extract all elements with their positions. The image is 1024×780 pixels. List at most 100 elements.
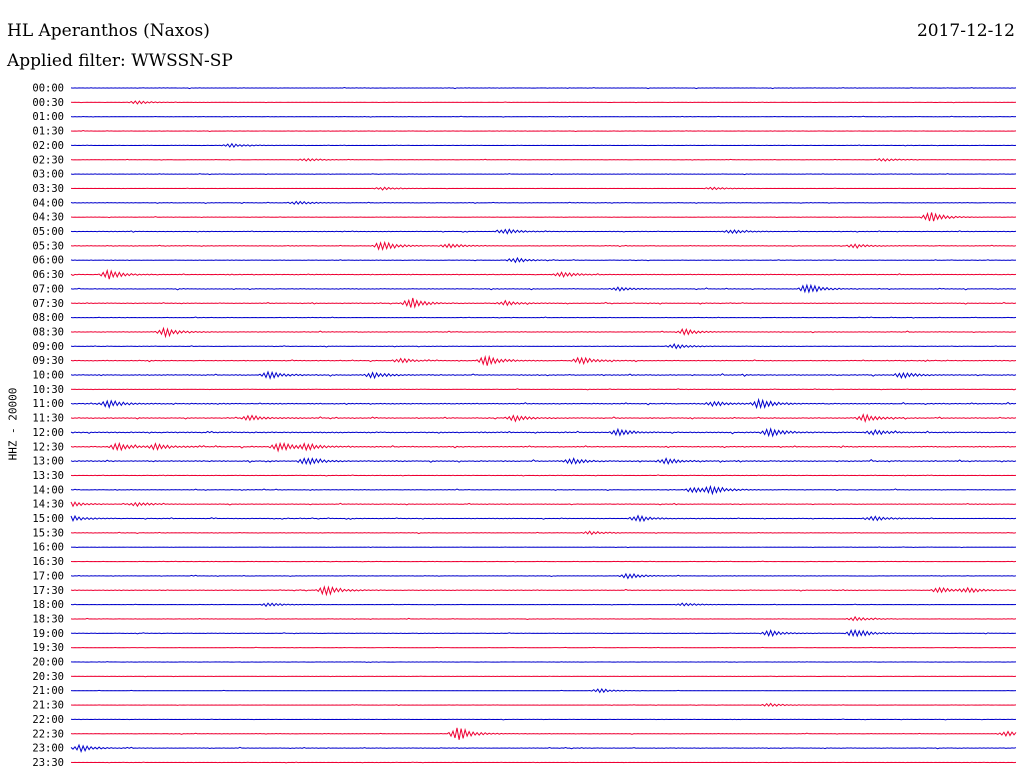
trace-2200	[70, 718, 1017, 721]
time-tick-label: 03:30	[32, 183, 64, 195]
station-title: HL Aperanthos (Naxos)	[7, 21, 210, 41]
time-tick-label: 11:30	[32, 413, 64, 425]
trace-1500	[70, 514, 1017, 523]
trace-2300	[70, 743, 1017, 754]
time-tick-label: 14:30	[32, 499, 64, 511]
trace-0500	[70, 228, 1017, 235]
trace-0430	[70, 211, 1017, 222]
trace-2100	[70, 688, 1017, 694]
time-tick-label: 00:00	[32, 83, 64, 95]
time-tick-label: 20:30	[32, 671, 64, 683]
time-tick-label: 23:00	[32, 743, 64, 755]
date-label: 2017-12-12	[916, 21, 1015, 41]
time-tick-label: 01:00	[32, 111, 64, 123]
time-tick-label: 09:30	[32, 355, 64, 367]
trace-0130	[70, 130, 1017, 133]
trace-1300	[70, 457, 1017, 466]
time-tick-label: 02:30	[32, 154, 64, 166]
time-tick-label: 07:30	[32, 298, 64, 310]
trace-1630	[70, 560, 1017, 563]
time-tick-label: 18:00	[32, 599, 64, 611]
trace-1530	[70, 530, 1017, 536]
trace-1830	[70, 615, 1017, 622]
trace-0700	[70, 283, 1017, 294]
trace-1400	[70, 484, 1017, 496]
time-tick-label: 15:30	[32, 527, 64, 539]
time-tick-label: 16:00	[32, 542, 64, 554]
time-tick-label: 05:30	[32, 240, 64, 252]
trace-0800	[70, 316, 1017, 319]
time-tick-label: 22:30	[32, 728, 64, 740]
time-tick-label: 08:00	[32, 312, 64, 324]
time-tick-label: 18:30	[32, 613, 64, 625]
time-tick-label: 17:00	[32, 570, 64, 582]
trace-0200	[70, 142, 1017, 149]
time-tick-label: 10:00	[32, 370, 64, 382]
trace-1230	[70, 441, 1017, 453]
trace-0530	[70, 240, 1017, 252]
time-tick-label: 08:30	[32, 326, 64, 338]
trace-0230	[70, 158, 1017, 162]
time-tick-label: 21:00	[32, 685, 64, 697]
trace-0000	[70, 86, 1017, 90]
time-tick-label: 16:30	[32, 556, 64, 568]
time-tick-label: 13:00	[32, 456, 64, 468]
trace-2330	[70, 761, 1017, 764]
trace-0930	[70, 354, 1017, 366]
trace-1700	[70, 572, 1017, 580]
filter-label: Applied filter: WWSSN-SP	[7, 51, 233, 71]
time-tick-label: 06:00	[32, 255, 64, 267]
time-tick-label: 17:30	[32, 585, 64, 597]
trace-1600	[70, 546, 1017, 549]
time-tick-label: 06:30	[32, 269, 64, 281]
trace-2130	[70, 702, 1017, 707]
time-tick-label: 02:00	[32, 140, 64, 152]
trace-1430	[70, 501, 1017, 508]
trace-2030	[70, 675, 1017, 678]
trace-0630	[70, 268, 1017, 280]
time-tick-label: 05:00	[32, 226, 64, 238]
time-tick-label: 20:00	[32, 657, 64, 669]
time-tick-label: 19:30	[32, 642, 64, 654]
time-tick-label: 11:00	[32, 398, 64, 410]
trace-0030	[70, 100, 1017, 105]
trace-1900	[70, 628, 1017, 638]
trace-1100	[70, 397, 1017, 410]
trace-1030	[70, 388, 1017, 391]
time-tick-label: 15:00	[32, 513, 64, 525]
time-tick-label: 09:00	[32, 341, 64, 353]
time-tick-label: 00:30	[32, 97, 64, 109]
trace-0330	[70, 186, 1017, 191]
trace-1730	[70, 585, 1017, 597]
time-tick-label: 14:00	[32, 484, 64, 496]
trace-1800	[70, 602, 1017, 608]
trace-0300	[70, 173, 1017, 176]
time-tick-label: 23:30	[32, 757, 64, 769]
trace-0400	[70, 200, 1017, 205]
trace-0730	[70, 297, 1017, 309]
trace-0600	[70, 256, 1017, 264]
trace-1130	[70, 413, 1017, 424]
time-tick-label: 07:00	[32, 283, 64, 295]
time-tick-label: 04:00	[32, 197, 64, 209]
trace-0900	[70, 343, 1017, 350]
time-tick-label: 21:30	[32, 700, 64, 712]
time-tick-label: 13:30	[32, 470, 64, 482]
time-tick-label: 04:30	[32, 212, 64, 224]
time-tick-label: 01:30	[32, 126, 64, 138]
trace-1000	[70, 370, 1017, 380]
time-tick-label: 10:30	[32, 384, 64, 396]
time-tick-label: 12:30	[32, 441, 64, 453]
time-tick-label: 03:00	[32, 169, 64, 181]
time-tick-label: 19:00	[32, 628, 64, 640]
trace-2230	[70, 727, 1017, 740]
time-tick-label: 12:00	[32, 427, 64, 439]
trace-1330	[70, 474, 1017, 477]
trace-0100	[70, 115, 1017, 118]
trace-0830	[70, 326, 1017, 339]
trace-1930	[70, 646, 1017, 649]
trace-1200	[70, 427, 1017, 438]
time-tick-label: 22:00	[32, 714, 64, 726]
trace-2000	[70, 661, 1017, 663]
